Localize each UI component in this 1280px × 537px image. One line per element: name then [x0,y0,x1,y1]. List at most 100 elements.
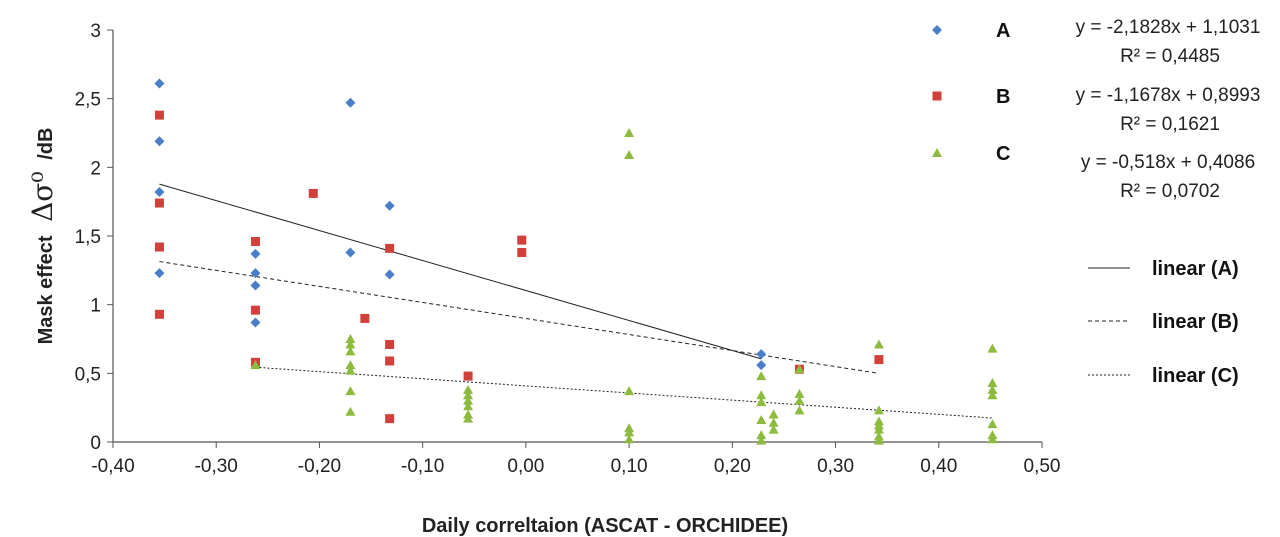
point-b [250,236,260,246]
y-tick-label: 2,5 [75,90,101,111]
r-squared-b: R² = 0,1621 [1120,114,1220,135]
point-c [624,128,635,137]
y-axis-title-symbol: Δσ⁰ [26,171,59,222]
point-c [345,360,356,370]
point-c [987,390,998,400]
point-b [154,309,164,319]
x-tick-label: 0,00 [507,456,544,477]
point-c [768,424,779,434]
point-c [794,388,805,398]
point-c [345,386,356,396]
point-c [345,365,356,375]
trendline-a [159,183,762,360]
legend-label-b: B [996,86,1010,108]
axes [107,29,1043,448]
x-tick-label: 0,10 [611,456,648,477]
point-a [250,268,261,279]
r-squared-a: R² = 0,4485 [1120,46,1220,67]
y-tick-labels: 0 0,5 1 1,5 2 2,5 3 [75,21,101,454]
point-b [360,313,370,323]
point-c [624,427,635,437]
point-c [768,417,779,427]
legend: A B C [932,20,1010,165]
y-tick-label: 3 [90,21,101,42]
point-c [345,406,356,416]
point-a [154,136,165,147]
legend-marker-c [932,148,942,157]
x-tick-label: 0,50 [1024,456,1061,477]
point-a [756,349,767,360]
y-axis-title: Mask effect Δσ⁰ /dB [26,128,59,345]
point-c [794,364,805,374]
legend-label-a: A [996,20,1010,42]
y-tick-label: 2 [90,158,101,179]
r-squared-c: R² = 0,0702 [1120,181,1220,202]
point-c [987,343,998,353]
point-b [463,371,473,381]
legend-trend-label-a: linear (A) [1152,258,1239,280]
svg-text:Mask effect Δσ⁰ /d: Mask effect Δσ⁰ /dB [26,128,59,345]
trendline-b [159,261,879,374]
point-c [873,435,884,445]
point-c [873,424,884,434]
point-c [873,339,884,349]
point-c [794,395,805,405]
equation-c: y = -0,518x + 0,4086 [1081,152,1255,173]
x-tick-label: 0,40 [920,456,957,477]
y-tick-label: 1 [90,296,101,317]
legend-marker-a [932,25,942,35]
legend-marker-b [932,91,942,101]
point-c [873,405,884,415]
point-c [463,384,474,394]
point-b [154,198,164,208]
point-a [384,200,395,211]
trend-equations: y = -2,1828x + 1,1031 R² = 0,4485 y = -1,1… [1076,17,1261,202]
point-a [250,248,261,259]
y-axis-title-unit: /dB [35,128,57,160]
y-tick-label: 1,5 [75,227,101,248]
point-b [308,188,318,198]
equation-b: y = -1,1678x + 0,8993 [1076,85,1261,106]
point-b [874,355,884,365]
point-b [517,247,527,257]
data-points [154,78,998,445]
point-a [250,280,261,291]
legend-trend-label-b: linear (B) [1152,311,1239,333]
point-a [384,269,395,280]
x-tick-label: -0,10 [401,456,444,477]
point-a [756,360,767,371]
y-tick-label: 0,5 [75,364,101,385]
y-tick-label: 0 [90,433,101,454]
point-c [345,339,356,349]
point-c [987,419,998,429]
point-c [756,435,767,445]
point-c [345,334,356,343]
point-b [385,414,395,424]
point-b [385,243,395,253]
point-b [154,242,164,252]
point-c [987,434,998,444]
point-c [463,395,474,405]
point-b [517,235,527,245]
point-c [756,371,767,381]
x-tick-label: -0,20 [298,456,341,477]
point-c [756,415,767,425]
point-c [756,430,767,440]
point-a [345,247,356,258]
point-b [250,305,260,315]
x-tick-labels: -0,40 -0,30 -0,20 -0,10 0,00 0,10 0,20 0,30 0,40… [91,456,1060,477]
y-axis-title-prefix: Mask effect [35,235,57,344]
x-axis-title: Daily correltaion (ASCAT - ORCHIDEE) [422,515,788,537]
point-c [756,390,767,400]
point-b [385,356,395,366]
point-c [756,397,767,407]
point-a [154,78,165,89]
point-c [624,386,635,396]
x-tick-label: 0,20 [714,456,751,477]
point-c [987,384,998,394]
point-c [250,360,261,370]
point-c [345,346,356,356]
point-c [768,409,779,419]
point-c [463,390,474,400]
